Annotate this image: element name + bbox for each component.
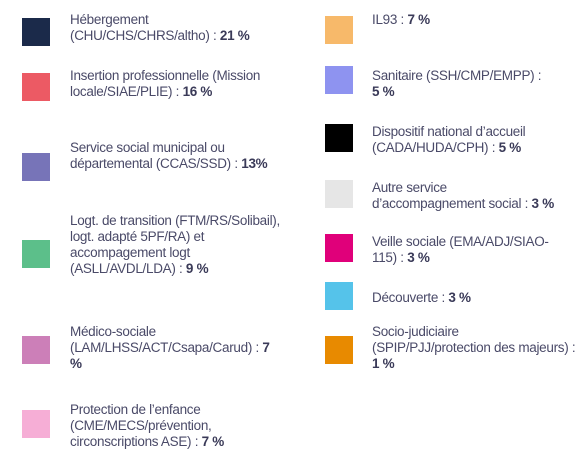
legend-value: 1 % — [372, 356, 395, 371]
legend-label: Protection de l’enfance (CME/MECS/préven… — [70, 402, 212, 449]
legend-swatch — [325, 336, 353, 364]
legend-text: Sanitaire (SSH/CMP/EMPP) : 5 % — [372, 68, 542, 100]
legend-swatch — [325, 66, 353, 94]
legend-value: 5 % — [372, 84, 395, 99]
legend-value: 16 % — [182, 84, 213, 99]
legend-text: Dispositif national d’accueil (CADA/HUDA… — [372, 124, 576, 156]
legend-value: 21 % — [219, 28, 250, 43]
legend-text: Veille sociale (EMA/ADJ/SIAO-115) : 3 % — [372, 234, 567, 266]
legend-label: Médico-sociale (LAM/LHSS/ACT/Csapa/Carud… — [70, 324, 259, 355]
legend-label: Insertion professionnelle (Mission local… — [70, 68, 261, 99]
legend-swatch — [22, 336, 50, 364]
legend-swatch — [325, 16, 353, 44]
legend-swatch — [325, 180, 353, 208]
legend-text: Médico-sociale (LAM/LHSS/ACT/Csapa/Carud… — [70, 324, 270, 372]
legend-label: Découverte : — [372, 290, 445, 305]
legend-label: Autre service d’accompagnement social : — [372, 180, 529, 211]
legend-text: Autre service d’accompagnement social : … — [372, 180, 562, 212]
legend-swatch — [325, 124, 353, 152]
legend-text: Protection de l’enfance (CME/MECS/préven… — [70, 402, 275, 450]
legend-swatch — [22, 240, 50, 268]
legend-text: Service social municipal ou départementa… — [70, 140, 270, 172]
legend-value: 7 % — [201, 434, 225, 449]
legend-label: Socio-judiciaire (SPIP/PJJ/protection de… — [372, 324, 576, 355]
legend-label: IL93 : — [372, 12, 404, 27]
legend-value: 3 % — [448, 290, 471, 305]
legend-swatch — [22, 73, 50, 101]
legend-text: Socio-judiciaire (SPIP/PJJ/protection de… — [372, 324, 576, 372]
legend-value: 3 % — [531, 196, 555, 211]
legend-swatch — [325, 234, 353, 262]
legend-text: Logt. de transition (FTM/RS/Solibail), l… — [70, 213, 285, 277]
legend-text: Hébergement (CHU/CHS/CHRS/altho) : 21 % — [70, 12, 280, 44]
legend-value: 7 % — [407, 12, 430, 27]
legend-swatch — [325, 282, 353, 310]
legend-label: Dispositif national d’accueil (CADA/HUDA… — [372, 124, 526, 155]
legend-text: IL93 : 7 % — [372, 12, 572, 28]
legend-text: Insertion professionnelle (Mission local… — [70, 68, 280, 100]
legend-swatch — [22, 153, 50, 181]
legend-text: Découverte : 3 % — [372, 290, 572, 306]
legend-label: Hébergement (CHU/CHS/CHRS/altho) : — [70, 12, 217, 43]
legend-value: 5 % — [498, 140, 522, 155]
legend-value: 9 % — [185, 261, 209, 276]
legend-value: 3 % — [407, 250, 430, 265]
legend-swatch — [22, 18, 50, 46]
legend-swatch — [22, 410, 50, 438]
legend-label: Service social municipal ou départementa… — [70, 140, 238, 171]
legend-value: 13% — [241, 156, 268, 171]
legend-label: Sanitaire (SSH/CMP/EMPP) : — [372, 68, 542, 83]
legend-value: 7 % — [70, 340, 270, 371]
legend-label: Veille sociale (EMA/ADJ/SIAO-115) : — [372, 234, 549, 265]
legend-label: Logt. de transition (FTM/RS/Solibail), l… — [70, 213, 280, 276]
